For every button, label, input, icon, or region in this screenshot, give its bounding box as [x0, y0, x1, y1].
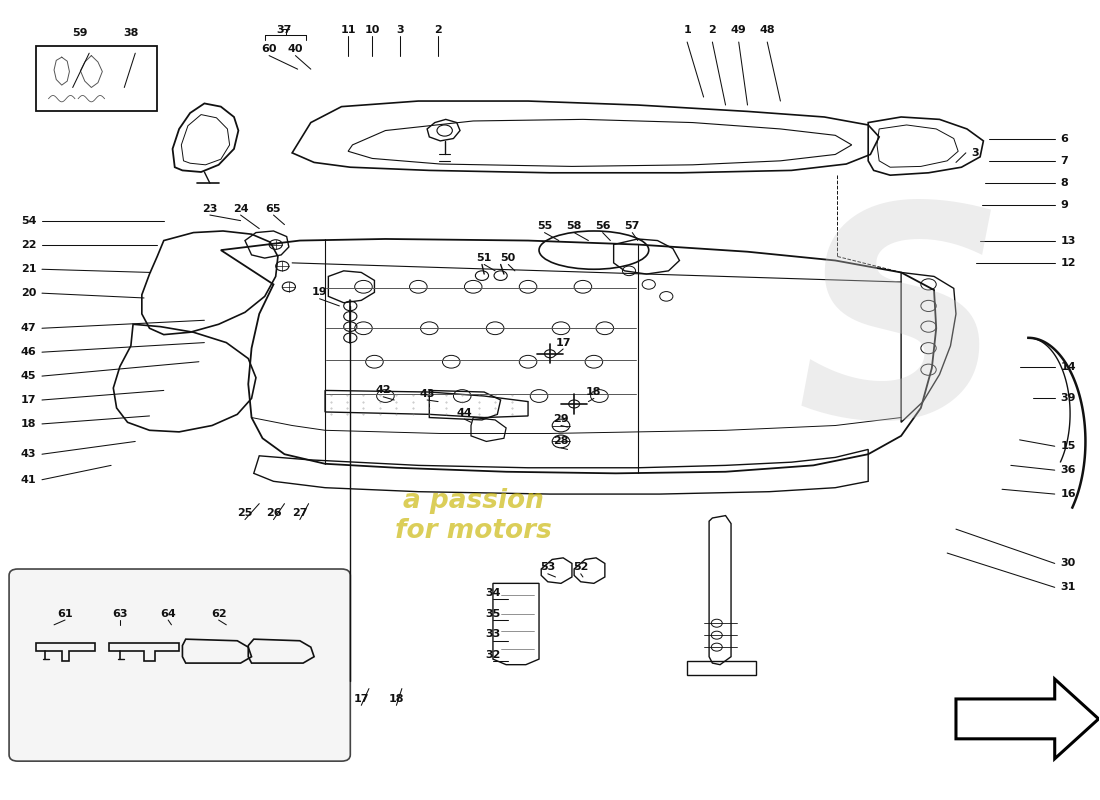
Text: 2: 2 [708, 25, 716, 35]
Text: 33: 33 [485, 630, 501, 639]
Text: 57: 57 [625, 222, 640, 231]
Text: 8: 8 [1060, 178, 1068, 188]
Text: 7: 7 [1060, 156, 1068, 166]
Text: 3: 3 [971, 148, 979, 158]
Text: 23: 23 [202, 204, 218, 214]
Text: 51: 51 [476, 253, 492, 263]
Text: 29: 29 [553, 414, 569, 424]
Text: 24: 24 [233, 204, 249, 214]
Text: 38: 38 [123, 28, 139, 38]
Text: 61: 61 [57, 609, 73, 618]
Text: 43: 43 [21, 450, 36, 459]
Text: 52: 52 [573, 562, 588, 573]
Bar [36, 46, 157, 111]
Text: 53: 53 [540, 562, 556, 573]
Text: 35: 35 [485, 609, 501, 618]
Text: 43: 43 [419, 389, 435, 398]
Text: 26: 26 [266, 508, 282, 518]
Text: 37: 37 [277, 25, 293, 35]
Text: 63: 63 [112, 609, 128, 618]
Text: 40: 40 [288, 44, 304, 54]
Text: 44: 44 [456, 408, 472, 418]
Text: 39: 39 [1060, 394, 1076, 403]
Text: 59: 59 [73, 28, 88, 38]
Text: 46: 46 [21, 347, 36, 357]
Text: 58: 58 [566, 222, 582, 231]
Text: 6: 6 [1060, 134, 1068, 143]
Text: 21: 21 [21, 264, 36, 274]
Text: 11: 11 [340, 25, 356, 35]
Text: 10: 10 [364, 25, 380, 35]
Text: 36: 36 [1060, 465, 1076, 475]
Text: 17: 17 [556, 338, 571, 347]
Text: 18: 18 [388, 694, 404, 704]
Text: 19: 19 [311, 287, 328, 298]
Text: 54: 54 [21, 217, 36, 226]
Text: 56: 56 [595, 222, 610, 231]
Text: 25: 25 [238, 508, 253, 518]
Text: 27: 27 [293, 508, 308, 518]
Polygon shape [956, 679, 1099, 758]
Text: 64: 64 [161, 609, 176, 618]
Text: 50: 50 [500, 253, 516, 263]
Text: 30: 30 [1060, 558, 1076, 569]
Text: a passion
for motors: a passion for motors [395, 487, 551, 543]
Text: 9: 9 [1060, 201, 1068, 210]
Text: 17: 17 [21, 395, 36, 405]
Text: 28: 28 [553, 437, 569, 446]
Text: 22: 22 [21, 240, 36, 250]
Text: 15: 15 [1060, 442, 1076, 451]
Text: 42: 42 [375, 386, 390, 395]
Text: 49: 49 [730, 25, 747, 35]
Text: 13: 13 [1060, 235, 1076, 246]
Text: 17: 17 [353, 694, 369, 704]
Text: S: S [796, 194, 1006, 478]
Text: 2: 2 [434, 25, 442, 35]
Text: 47: 47 [21, 323, 36, 334]
Text: 20: 20 [21, 288, 36, 298]
Text: 34: 34 [485, 588, 501, 598]
Text: 32: 32 [485, 650, 501, 660]
Text: 12: 12 [1060, 258, 1076, 268]
FancyBboxPatch shape [9, 569, 350, 761]
Text: 55: 55 [537, 222, 552, 231]
Text: 14: 14 [1060, 362, 1076, 371]
Text: 31: 31 [1060, 582, 1076, 592]
Text: 41: 41 [21, 474, 36, 485]
Text: 48: 48 [759, 25, 775, 35]
Text: 18: 18 [586, 387, 602, 397]
Text: 60: 60 [262, 44, 277, 54]
Text: 16: 16 [1060, 489, 1076, 499]
Text: 62: 62 [211, 609, 227, 618]
Text: 18: 18 [21, 419, 36, 429]
Text: 45: 45 [21, 371, 36, 381]
Text: 1: 1 [683, 25, 691, 35]
Text: 3: 3 [396, 25, 404, 35]
Text: 65: 65 [266, 204, 282, 214]
